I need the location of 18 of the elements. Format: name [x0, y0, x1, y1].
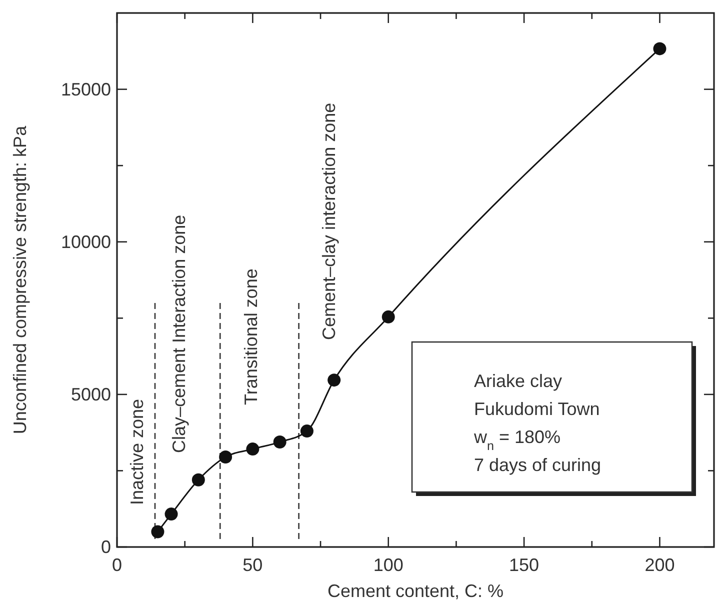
annotation: Clay–cement Interaction zone: [169, 214, 189, 453]
x-tick-label: 200: [644, 555, 675, 575]
x-tick-label: 50: [242, 555, 263, 575]
y-tick-label: 0: [100, 537, 111, 557]
y-axis-title: Unconfined compressive strength: kPa: [10, 124, 30, 434]
annotation: Inactive zone: [127, 398, 147, 505]
annotation: 7 days of curing: [474, 455, 602, 475]
y-tick-label: 10000: [60, 232, 111, 252]
annotation: Cement–clay interaction zone: [319, 102, 339, 340]
annotation: Transitional zone: [241, 268, 261, 405]
y-tick-label: 5000: [70, 384, 111, 404]
y-tick-label: 15000: [60, 79, 111, 100]
annotation: w$_{n}$ = 180%: [473, 427, 561, 453]
x-tick-label: 150: [509, 555, 540, 575]
x-tick-label: 100: [373, 555, 404, 575]
x-axis-title: Cement content, C: %: [327, 581, 504, 601]
annotation: Ariake clay: [474, 371, 562, 391]
annotation: Fukudomi Town: [474, 399, 600, 419]
